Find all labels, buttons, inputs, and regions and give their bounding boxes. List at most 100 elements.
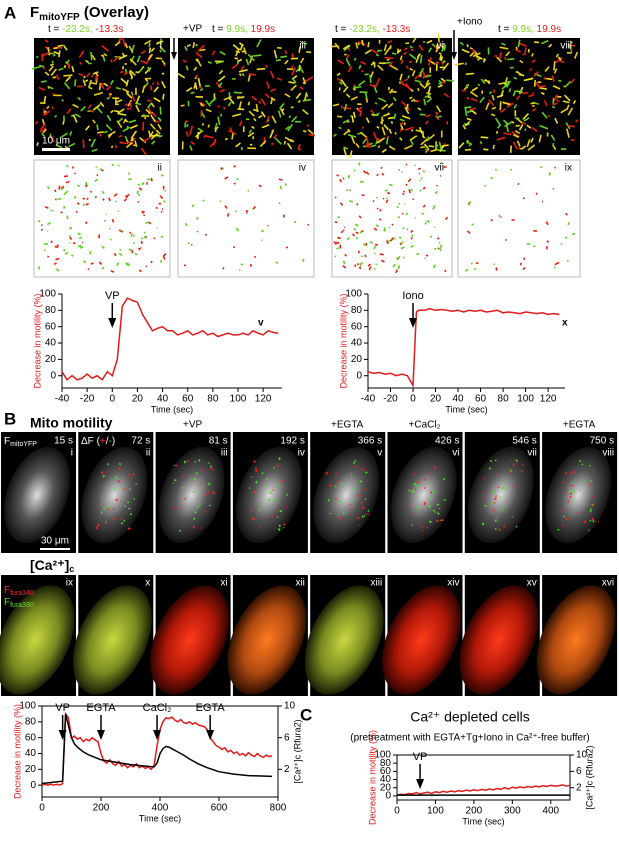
mito-speck	[185, 65, 189, 71]
mito-speck	[275, 261, 279, 264]
cell	[304, 585, 384, 695]
mito-speck	[149, 123, 156, 130]
mito-speck	[80, 105, 86, 112]
mito-speck	[118, 252, 123, 256]
mito-speck	[516, 90, 523, 94]
image-label: vii	[435, 163, 444, 174]
x-tick-label: 20	[430, 394, 442, 405]
mito-speck	[134, 140, 138, 148]
mito-speck	[569, 495, 572, 498]
mito-speck	[95, 526, 99, 530]
mito-speck	[365, 471, 368, 474]
mito-speck	[446, 79, 455, 82]
mito-speck	[299, 86, 304, 90]
mito-speck	[437, 34, 440, 43]
mito-speck	[336, 480, 340, 483]
mito-speck	[573, 51, 579, 59]
y2-axis-label: [Ca²⁺]c (Rfura2)	[292, 719, 302, 783]
mito-speck	[503, 525, 506, 528]
mito-speck	[143, 231, 146, 234]
mito-speck	[140, 59, 148, 65]
mito-speck	[249, 54, 254, 64]
mito-speck	[393, 113, 397, 120]
mito-speck	[333, 241, 338, 246]
mito-speck	[202, 199, 205, 202]
mito-speck	[531, 126, 538, 132]
mito-speck	[129, 55, 135, 63]
mito-speck	[372, 131, 378, 141]
mito-speck	[392, 263, 396, 268]
micrograph	[34, 160, 170, 277]
image-label: xiv	[447, 578, 459, 589]
mito-speck	[372, 199, 375, 203]
mito-speck	[219, 88, 225, 93]
mito-speck	[506, 102, 514, 108]
mito-speck	[66, 108, 72, 114]
mito-speck	[435, 105, 442, 113]
mito-speck	[477, 83, 481, 87]
mito-speck	[493, 502, 496, 505]
mito-speck	[466, 110, 473, 114]
y-tick-label: 0	[356, 370, 362, 381]
mito-speck	[354, 223, 359, 227]
x-tick-label: -20	[80, 394, 95, 405]
mito-speck	[385, 137, 389, 145]
mito-speck	[342, 86, 349, 93]
mito-speck	[357, 40, 366, 46]
mito-speck	[570, 482, 573, 485]
mito-speck	[91, 148, 98, 153]
mito-speck	[375, 77, 381, 87]
mito-speck	[422, 169, 426, 173]
mito-speck	[371, 48, 379, 55]
mito-speck	[497, 486, 500, 489]
mito-speck	[280, 55, 288, 58]
mito-speck	[423, 486, 426, 490]
mito-speck	[107, 130, 116, 137]
mito-speck	[297, 144, 301, 150]
mito-speck	[345, 189, 349, 192]
mito-speck	[248, 110, 255, 117]
mito-speck	[155, 57, 163, 60]
mito-speck	[58, 67, 64, 71]
arrow-head	[97, 730, 105, 740]
mito-speck	[466, 44, 469, 48]
mito-speck	[130, 130, 138, 139]
mito-speck	[50, 63, 54, 67]
mito-speck	[63, 192, 67, 196]
mito-speck	[381, 126, 386, 136]
mito-speck	[366, 145, 373, 148]
text-part: ΔF (	[81, 436, 101, 447]
arrow-head	[153, 730, 162, 740]
image-title: FmitoYFP	[4, 436, 37, 448]
mito-speck	[524, 128, 527, 132]
mito-speck	[57, 197, 62, 201]
mito-speck	[376, 207, 379, 210]
mito-speck	[130, 249, 134, 254]
mito-speck	[258, 184, 262, 188]
mito-speck	[138, 247, 141, 251]
mito-speck	[345, 54, 350, 60]
x-tick-label: 0	[394, 806, 400, 817]
mito-speck	[108, 506, 112, 509]
mito-speck	[409, 96, 412, 100]
scale-label: 10 μm	[42, 136, 70, 147]
mito-speck	[454, 62, 464, 66]
mito-speck	[129, 124, 138, 130]
mito-speck	[157, 116, 162, 122]
mito-speck	[205, 135, 214, 139]
mito-speck	[270, 514, 274, 518]
mito-speck	[553, 94, 558, 102]
mito-speck	[466, 117, 472, 121]
mito-speck	[592, 520, 595, 523]
mito-speck	[428, 47, 433, 53]
y2-tick-label: 10	[284, 701, 296, 712]
mito-speck	[150, 47, 155, 52]
mito-speck	[122, 126, 131, 133]
mito-speck	[438, 241, 441, 244]
mito-speck	[301, 258, 305, 263]
mito-speck	[197, 127, 204, 133]
mito-speck	[358, 65, 362, 70]
mito-speck	[195, 58, 199, 63]
mito-speck	[308, 133, 315, 137]
mito-speck	[443, 498, 447, 502]
